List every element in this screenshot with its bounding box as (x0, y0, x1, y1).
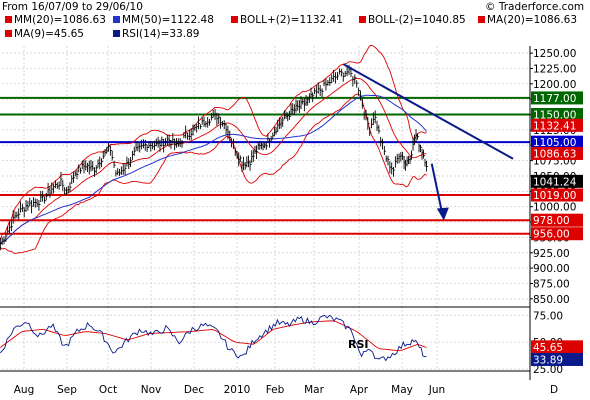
legend-swatch (231, 16, 238, 23)
x-tick-label: Oct (99, 384, 117, 396)
legend-label: MM(20)=1086.63 (14, 14, 106, 26)
brand-text: © Traderforce.com (485, 1, 585, 13)
legend: MM(20)=1086.63 MM(50)=1122.48 BOLL+(2)=113… (0, 14, 590, 42)
price-tick-label: 1225.00 (533, 63, 576, 75)
legend-item: RSI(14)=33.89 (110, 28, 199, 41)
ma50-line (0, 94, 427, 244)
rsi-line (0, 314, 427, 362)
value-tag: 1041.24 (533, 176, 577, 188)
level-tag: 1177.00 (533, 93, 576, 105)
rsi-tick-label: 75.00 (533, 310, 563, 322)
price-tick-label: 1000.00 (533, 202, 576, 214)
plot-background (0, 46, 530, 380)
legend-label: MM(50)=1122.48 (122, 14, 214, 26)
legend-label: MA(20)=1086.63 (487, 14, 578, 26)
legend-swatch (5, 16, 12, 23)
legend-label: BOLL-(2)=1040.85 (368, 14, 466, 26)
trendline (342, 63, 514, 160)
price-tick-label: 900.00 (533, 263, 570, 275)
level-tag-bg (531, 227, 583, 241)
legend-item: MA(20)=1086.63 (475, 14, 577, 27)
legend-item: MM(50)=1122.48 (110, 14, 214, 27)
legend-label: RSI(14)=33.89 (122, 28, 200, 40)
boll-upper-line (0, 44, 427, 241)
rsi-tag-bg (531, 340, 583, 354)
x-tick-label: Jun (428, 384, 445, 396)
legend-swatch (113, 30, 120, 37)
value-tag: 1132.41 (533, 120, 576, 132)
value-tag-bg (531, 174, 583, 188)
value-tag: 1086.63 (533, 148, 576, 160)
value-tag-bg (531, 118, 583, 132)
rsi-tick-label: 25.00 (533, 364, 563, 376)
level-tag: 1150.00 (533, 110, 576, 122)
x-tick-label: Mar (304, 384, 324, 396)
legend-item: MM(20)=1086.63 (2, 14, 106, 27)
price-tick-label: 875.00 (533, 278, 570, 290)
x-tick-label: Aug (14, 384, 35, 396)
level-tag-bg (531, 213, 583, 227)
x-tick-label: Dec (184, 384, 205, 396)
date-range: From 16/07/09 to 29/06/10 (2, 1, 143, 13)
level-tag-bg (531, 135, 583, 149)
price-tick-label: 850.00 (533, 294, 570, 306)
forecast-arrow-shaft (430, 163, 444, 217)
legend-item: BOLL-(2)=1040.85 (356, 14, 466, 27)
legend-item: BOLL+(2)=1132.41 (228, 14, 343, 27)
price-tick-label: 1200.00 (533, 79, 576, 91)
legend-swatch (113, 16, 120, 23)
legend-item: MA(9)=45.65 (2, 28, 84, 41)
rsi-tag: 33.89 (533, 354, 563, 366)
legend-label: MA(9)=45.65 (14, 28, 84, 40)
level-tag-bg (531, 91, 583, 105)
ma20-line (0, 78, 427, 244)
level-tag: 978.00 (533, 215, 570, 227)
legend-swatch (478, 16, 485, 23)
level-tag: 1105.00 (533, 137, 576, 149)
x-tick-label: Feb (266, 384, 285, 396)
value-tag-bg (531, 146, 583, 160)
legend-swatch (5, 30, 12, 37)
price-tick-label: 1250.00 (533, 48, 576, 60)
x-tick-label: 2010 (224, 384, 251, 396)
level-tag-bg (531, 188, 583, 202)
x-tick-label: Apr (350, 384, 369, 396)
x-tick-label: Nov (141, 384, 162, 396)
rsi-tag: 45.65 (533, 342, 563, 354)
level-tag-bg (531, 108, 583, 122)
rsi-tag-bg (531, 352, 583, 366)
price-tick-label: 925.00 (533, 248, 570, 260)
level-tag: 1019.00 (533, 190, 576, 202)
level-tag: 956.00 (533, 229, 570, 241)
legend-swatch (359, 16, 366, 23)
legend-label: BOLL+(2)=1132.41 (240, 14, 343, 26)
x-tick-label: May (391, 384, 413, 396)
x-tick-label: D (550, 384, 558, 396)
rsi-label: RSI (348, 338, 369, 351)
x-tick-label: Sep (57, 384, 77, 396)
forecast-arrow-head (436, 207, 449, 221)
